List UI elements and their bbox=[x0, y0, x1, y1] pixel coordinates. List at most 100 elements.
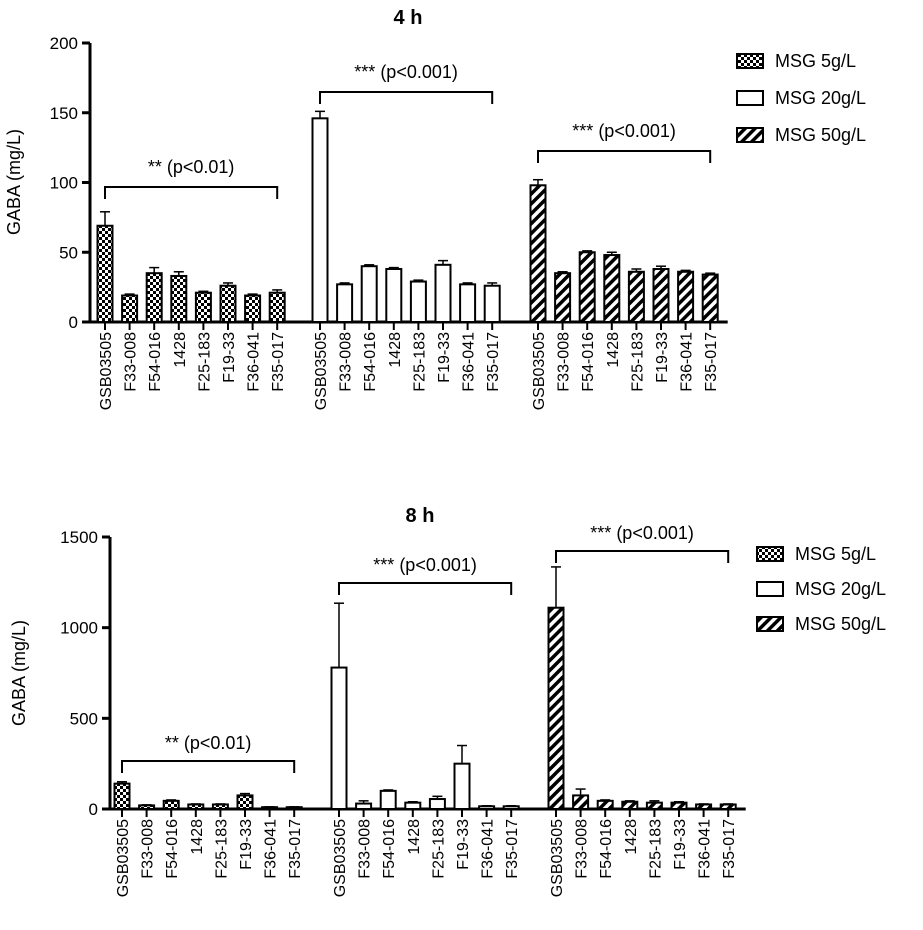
bar bbox=[96, 224, 114, 323]
x-tick-label: F33-008 bbox=[123, 332, 140, 392]
x-tick-label: F35-017 bbox=[721, 819, 738, 879]
x-tick-label: F33-008 bbox=[140, 819, 157, 879]
bar bbox=[701, 273, 719, 324]
x-tick-label: GSB03505 bbox=[549, 819, 566, 897]
bar bbox=[330, 666, 348, 810]
x-tick-label: F33-008 bbox=[574, 819, 591, 879]
x-tick-label: F54-016 bbox=[381, 819, 398, 879]
x-tick-label: F36-041 bbox=[480, 819, 497, 879]
x-tick-label: F54-016 bbox=[580, 332, 597, 392]
significance-bracket bbox=[338, 582, 513, 595]
significance-bracket bbox=[319, 91, 494, 104]
bar bbox=[670, 801, 688, 810]
chart-8h: 8 h GABA (mg/L) 0 500 1000 1500 GSB03505 F33-00… bbox=[9, 505, 886, 897]
bar bbox=[695, 803, 713, 811]
legend-swatch bbox=[756, 581, 784, 597]
x-tick-label: F54-016 bbox=[598, 819, 615, 879]
x-tick-label: 1428 bbox=[387, 332, 404, 368]
y-axis-label: GABA (mg/L) bbox=[4, 129, 24, 235]
x-tick-label: F33-008 bbox=[556, 332, 573, 392]
legend-label: MSG 50g/L bbox=[795, 614, 886, 634]
significance-label: ** (p<0.01) bbox=[165, 733, 252, 753]
significance-bracket bbox=[537, 150, 712, 163]
bar bbox=[596, 799, 614, 811]
x-tick-label: GSB03505 bbox=[98, 332, 115, 410]
bar bbox=[113, 782, 131, 811]
x-tick-label: GSB03505 bbox=[332, 819, 349, 897]
x-tick-label: F54-016 bbox=[362, 332, 379, 392]
x-tick-label: 1428 bbox=[605, 332, 622, 368]
bar bbox=[627, 270, 645, 323]
legend-swatch bbox=[756, 546, 784, 562]
y-tick-label: 150 bbox=[50, 104, 78, 123]
significance-label: *** (p<0.001) bbox=[572, 121, 676, 141]
x-tick-label: F19-33 bbox=[221, 332, 238, 383]
y-tick-label: 50 bbox=[59, 243, 78, 262]
bar bbox=[529, 184, 547, 323]
x-tick-label: F19-33 bbox=[436, 332, 453, 383]
legend-swatch bbox=[736, 127, 764, 143]
significance-bracket bbox=[121, 760, 296, 773]
significance-bracket bbox=[104, 186, 279, 199]
x-tick-label: GSB03505 bbox=[531, 332, 548, 410]
bar bbox=[677, 270, 695, 323]
chart-4h: 4 h GABA (mg/L) 0 50 100 150 200 GSB03505 F33-00… bbox=[4, 7, 866, 410]
x-tick-label: F36-041 bbox=[461, 332, 478, 392]
bar bbox=[162, 799, 180, 811]
y-tick-label: 1000 bbox=[60, 619, 98, 638]
x-tick-label: F19-33 bbox=[238, 819, 255, 870]
bar bbox=[355, 802, 373, 810]
bar bbox=[404, 801, 422, 810]
bar bbox=[121, 294, 139, 323]
y-tick-label: 100 bbox=[50, 174, 78, 193]
bar bbox=[336, 283, 354, 323]
significance-label: *** (p<0.001) bbox=[354, 62, 458, 82]
bar bbox=[311, 117, 329, 323]
legend-label: MSG 5g/L bbox=[795, 544, 876, 564]
y-tick-label: 0 bbox=[89, 800, 98, 819]
x-tick-label: 1428 bbox=[172, 332, 189, 368]
bar bbox=[459, 283, 477, 323]
bar bbox=[621, 800, 639, 810]
x-tick-label: F25-183 bbox=[213, 819, 230, 879]
y-tick-label: 500 bbox=[70, 709, 98, 728]
x-tick-label: F36-041 bbox=[246, 332, 263, 392]
x-tick-label: F19-33 bbox=[654, 332, 671, 383]
chart-title: 4 h bbox=[394, 7, 423, 29]
bar bbox=[170, 274, 188, 323]
x-tick-label: F19-33 bbox=[455, 819, 472, 870]
significance-label: *** (p<0.001) bbox=[590, 523, 694, 543]
x-tick-label: F36-041 bbox=[679, 332, 696, 392]
x-tick-label: F25-183 bbox=[196, 332, 213, 392]
bar bbox=[261, 806, 279, 810]
x-tick-label: F25-183 bbox=[430, 819, 447, 879]
legend-label: MSG 5g/L bbox=[775, 51, 856, 71]
bar bbox=[379, 789, 397, 810]
x-tick-label: F36-041 bbox=[263, 819, 280, 879]
legend-swatch bbox=[736, 90, 764, 106]
y-tick-label: 200 bbox=[50, 34, 78, 53]
x-tick-label: F25-183 bbox=[647, 819, 664, 879]
bar bbox=[428, 798, 446, 811]
bar bbox=[578, 251, 596, 323]
bar bbox=[483, 284, 501, 324]
bar bbox=[360, 265, 378, 324]
bar bbox=[211, 803, 229, 811]
y-tick-label: 0 bbox=[69, 313, 78, 332]
x-tick-label: F35-017 bbox=[270, 332, 287, 392]
bar bbox=[603, 254, 621, 323]
chart-title: 8 h bbox=[406, 505, 435, 527]
bar bbox=[645, 801, 663, 810]
x-tick-label: F35-017 bbox=[485, 332, 502, 392]
bar bbox=[236, 794, 254, 811]
bar bbox=[572, 794, 590, 811]
bar bbox=[453, 762, 471, 811]
bar bbox=[385, 267, 403, 323]
bar bbox=[719, 803, 737, 811]
bar bbox=[409, 280, 427, 324]
bar bbox=[434, 263, 452, 323]
x-tick-label: GSB03505 bbox=[313, 332, 330, 410]
bar bbox=[478, 805, 496, 811]
x-tick-label: F35-017 bbox=[504, 819, 521, 879]
